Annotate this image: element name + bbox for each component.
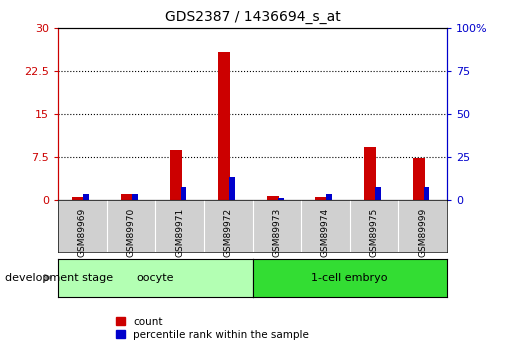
Text: GSM89972: GSM89972 [224,208,233,257]
Text: GSM89970: GSM89970 [126,208,135,257]
Bar [72,197,84,200]
Text: development stage: development stage [5,273,113,283]
Text: GSM89973: GSM89973 [272,208,281,257]
Text: GSM89975: GSM89975 [370,208,379,257]
Text: GDS2387 / 1436694_s_at: GDS2387 / 1436694_s_at [165,10,340,24]
Bar [181,187,186,200]
Bar [267,196,279,200]
Bar [218,52,230,200]
Bar [121,194,133,200]
Bar [170,150,182,200]
Bar [413,158,425,200]
Bar [278,197,284,200]
Bar [326,194,332,200]
Text: GSM89969: GSM89969 [78,208,87,257]
Bar [132,194,138,200]
Bar [316,197,328,200]
Legend: count, percentile rank within the sample: count, percentile rank within the sample [116,317,309,340]
Text: oocyte: oocyte [136,273,174,283]
Text: 1-cell embryo: 1-cell embryo [312,273,388,283]
Bar [229,177,235,200]
Bar [364,147,376,200]
Bar [83,194,89,200]
Bar [424,187,429,200]
Text: GSM89999: GSM89999 [418,208,427,257]
Text: GSM89974: GSM89974 [321,208,330,257]
Text: GSM89971: GSM89971 [175,208,184,257]
Bar [375,187,381,200]
